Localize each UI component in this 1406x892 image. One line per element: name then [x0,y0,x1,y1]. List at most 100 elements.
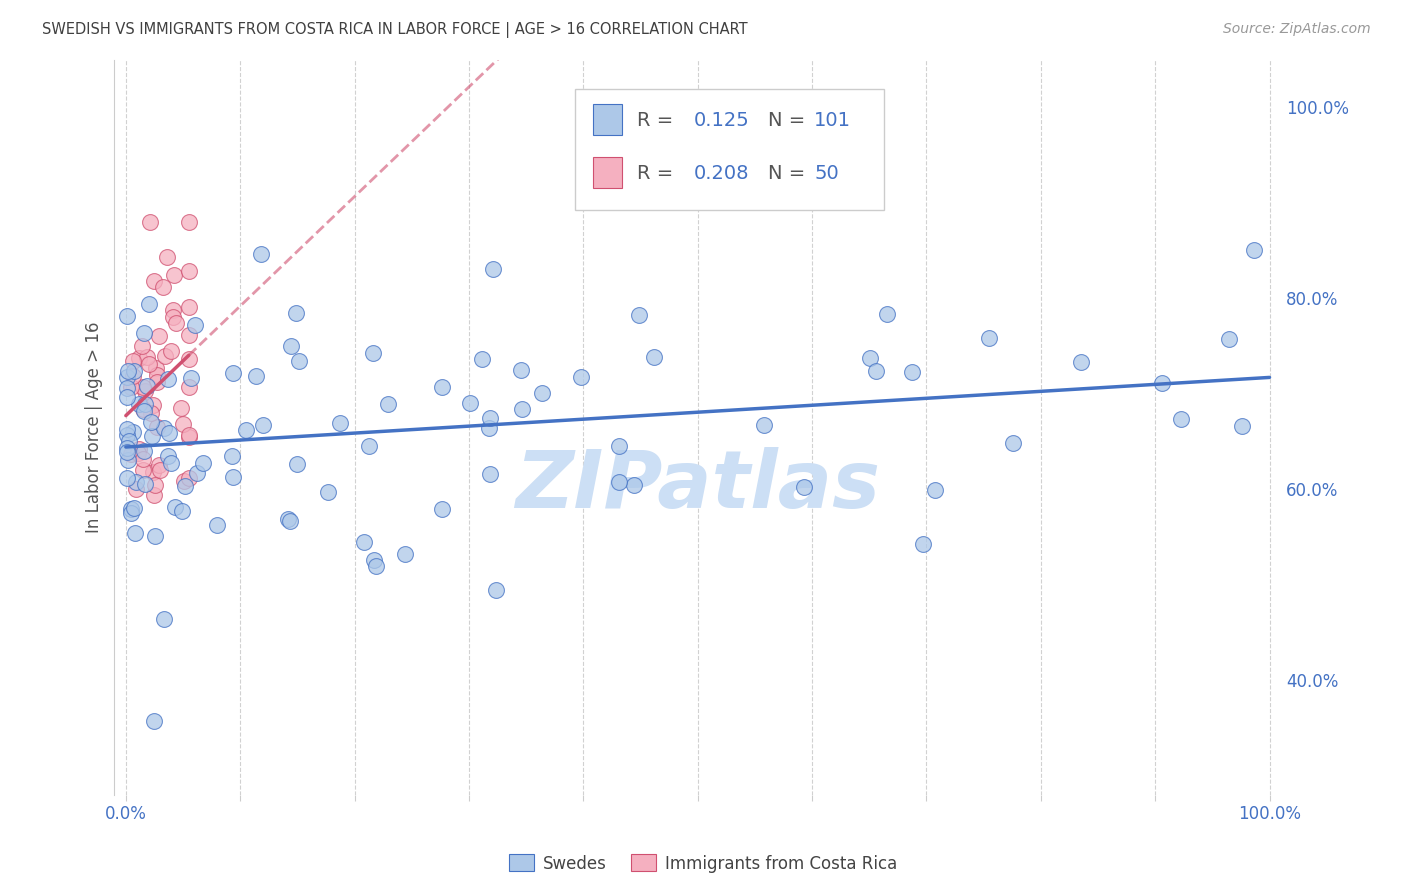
Point [177,470,200,484]
Point [134,326,156,340]
Point [394,548,416,562]
Point [127,446,149,460]
Point [115,390,138,404]
Point [170,504,193,518]
Point [901,365,924,379]
Point [184,318,207,332]
Point [132,401,155,416]
Bar [593,104,621,136]
Point [430,502,453,516]
Point [278,515,301,529]
Point [177,380,200,394]
Text: Source: ZipAtlas.com: Source: ZipAtlas.com [1223,22,1371,37]
Point [134,444,156,458]
Point [156,250,179,264]
Point [132,452,155,467]
Text: SWEDISH VS IMMIGRANTS FROM COSTA RICA IN LABOR FORCE | AGE > 16 CORRELATION CHAR: SWEDISH VS IMMIGRANTS FROM COSTA RICA IN… [42,22,748,38]
Point [1150,376,1173,390]
Point [120,502,142,516]
Point [177,430,200,444]
Point [912,537,935,551]
Point [120,447,142,461]
Point [128,397,150,411]
Point [125,482,148,496]
Point [142,465,165,479]
Text: R =: R = [637,112,679,130]
Point [977,331,1000,345]
Point [221,449,243,463]
Point [1001,436,1024,450]
Point [364,558,387,573]
Point [139,406,162,420]
Point [132,380,155,394]
Point [156,449,179,463]
Point [146,420,169,434]
Point [143,529,166,543]
Point [118,434,141,449]
Point [205,518,228,533]
Point [180,371,202,385]
Point [120,380,142,394]
Point [607,438,630,452]
Point [165,500,187,514]
Point [153,612,176,626]
Point [177,427,200,442]
Point [115,370,138,384]
Point [177,263,200,277]
Point [924,483,946,497]
Point [142,488,165,502]
Point [329,417,352,431]
Point [122,425,145,439]
Point [377,397,399,411]
Point [134,397,156,411]
Point [145,360,167,375]
Point [143,274,166,288]
Point [1230,419,1253,434]
Point [623,477,645,491]
Point [627,308,650,322]
Point [145,368,167,382]
Legend: Swedes, Immigrants from Costa Rica: Swedes, Immigrants from Costa Rica [502,847,904,880]
Point [148,458,170,472]
Point [153,420,176,434]
Point [142,714,165,729]
Point [252,418,274,433]
Point [510,401,533,416]
Point [353,535,375,549]
Point [128,442,150,457]
Point [177,300,200,314]
Point [148,328,170,343]
Point [471,352,494,367]
Point [117,364,139,378]
Point [177,352,200,367]
Point [221,366,243,380]
Point [458,396,481,410]
Point [363,553,385,567]
Point [277,511,299,525]
Point [125,475,148,489]
Point [478,410,501,425]
Point [478,421,501,435]
Point [122,500,145,515]
Point [131,339,153,353]
Point [569,370,592,384]
Point [134,403,156,417]
Point [157,425,180,440]
Point [609,475,631,489]
Point [752,417,775,432]
Point [139,415,162,429]
Point [135,351,157,365]
Text: 101: 101 [814,112,852,130]
Text: 0.125: 0.125 [695,112,749,130]
Point [284,306,307,320]
Point [115,309,138,323]
Point [531,386,554,401]
Text: N =: N = [768,112,811,130]
Point [153,349,176,363]
Point [122,364,145,378]
Point [162,303,184,318]
Point [174,479,197,493]
Point [793,480,815,494]
Y-axis label: In Labor Force | Age > 16: In Labor Force | Age > 16 [86,322,103,533]
Point [160,456,183,470]
